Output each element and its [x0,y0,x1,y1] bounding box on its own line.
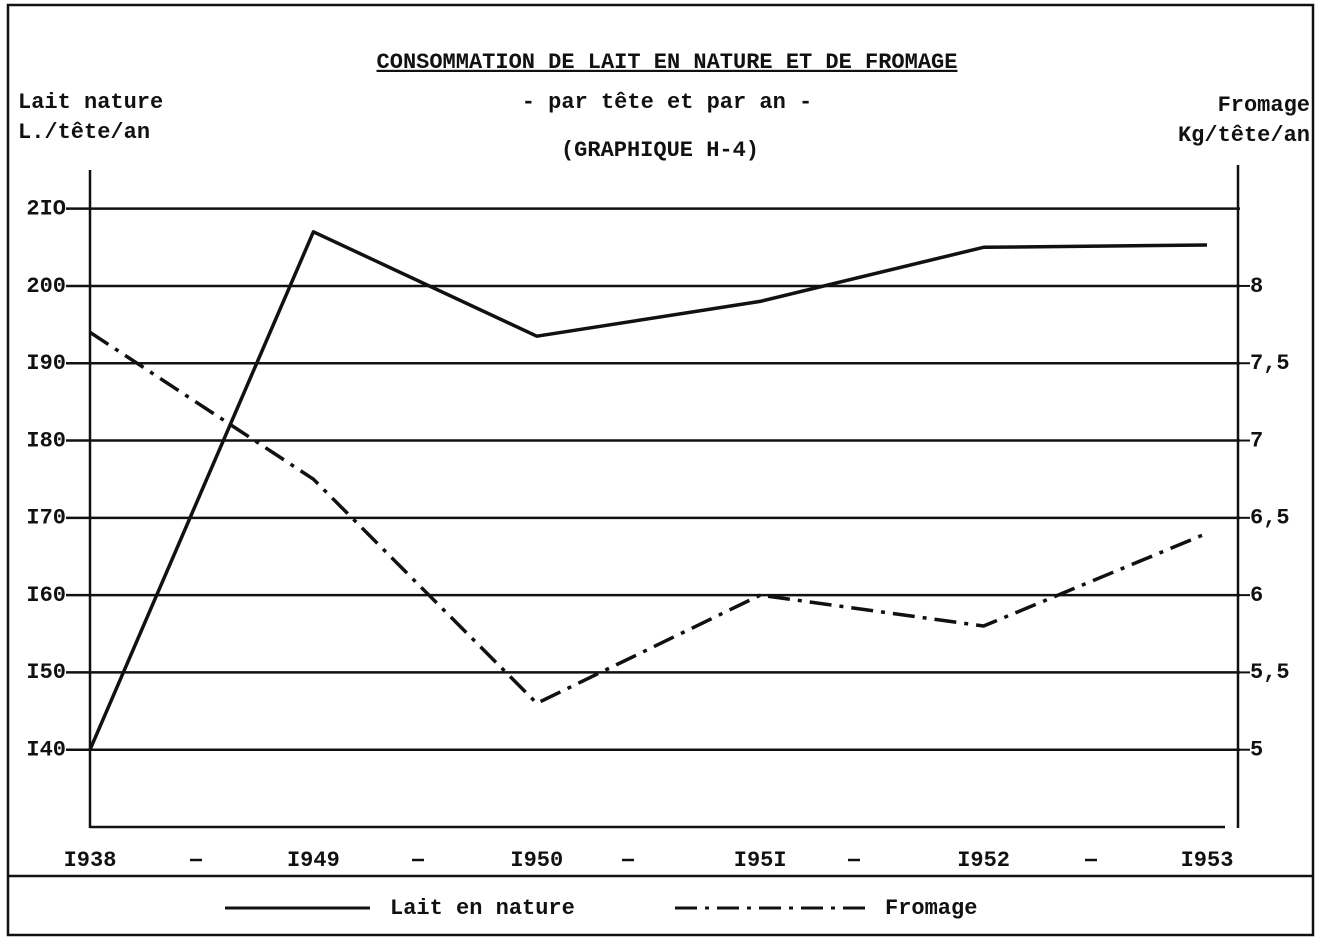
y2-axis-label: Fromage [1218,93,1310,118]
y-tick-label: 2IO [26,196,66,221]
x-tick-label: I938 [64,848,117,873]
y2-tick-label: 5 [1250,738,1263,763]
y2-tick-label: 7,5 [1250,351,1290,376]
legend-label: Lait en nature [390,896,575,921]
y-axis-label: Lait nature [18,90,163,115]
legend-label: Fromage [885,896,977,921]
y-tick-label: I90 [26,351,66,376]
frame [6,3,1315,937]
x-tick-label: I950 [510,848,563,873]
chart-subtitle: - par tête et par an - [522,90,812,115]
chart-caption: (GRAPHIQUE H-4) [561,138,759,163]
y-tick-label: I70 [26,506,66,531]
y-tick-label: 200 [26,274,66,299]
x-tick-label: I949 [287,848,340,873]
x-tick-label: I953 [1181,848,1234,873]
y2-axis-label: Kg/tête/an [1178,123,1310,148]
line-series [88,230,1208,751]
y2-tick-label: 8 [1250,274,1263,299]
y-tick-label: I40 [26,738,66,763]
y2-tick-label: 7 [1250,428,1263,453]
x-tick-label: I95I [734,848,787,873]
y-axis-label: L./tête/an [18,120,150,145]
y-tick-label: I60 [26,583,66,608]
y2-tick-label: 6 [1250,583,1263,608]
y2-tick-label: 5,5 [1250,660,1290,685]
line-series [89,330,1208,706]
y-tick-label: I80 [26,428,66,453]
x-tick-label: I952 [957,848,1010,873]
y-tick-label: I50 [26,660,66,685]
chart-title: CONSOMMATION DE LAIT EN NATURE ET DE FRO… [377,50,958,75]
y2-tick-label: 6,5 [1250,506,1290,531]
